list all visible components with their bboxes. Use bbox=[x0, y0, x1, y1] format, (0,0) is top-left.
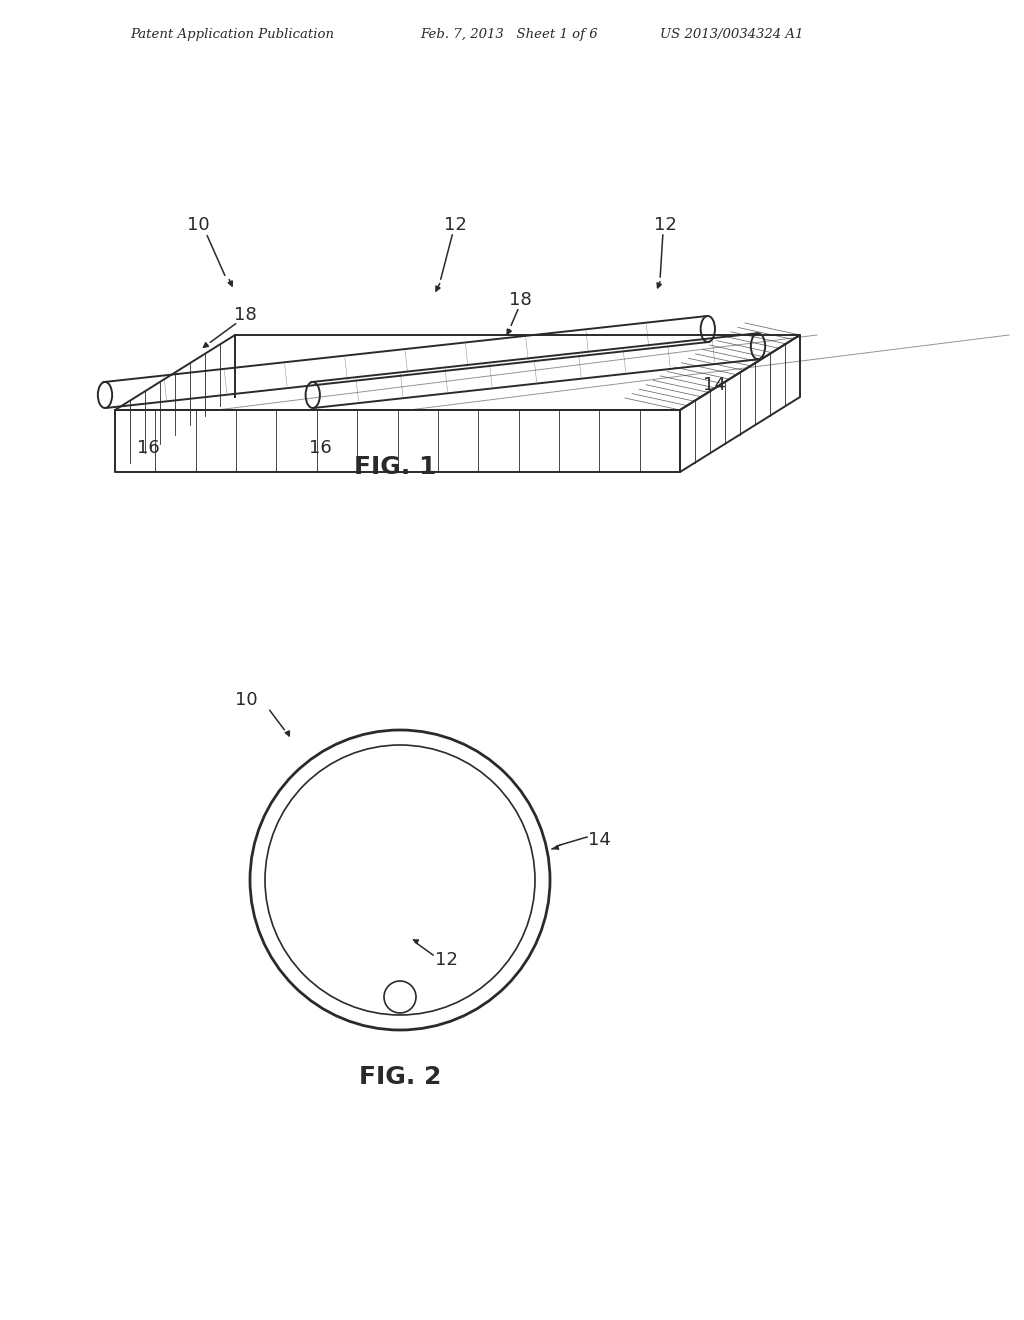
Text: FIG. 1: FIG. 1 bbox=[353, 455, 436, 479]
Text: 10: 10 bbox=[187, 216, 210, 234]
Text: 14: 14 bbox=[588, 832, 611, 849]
Text: 12: 12 bbox=[653, 216, 677, 234]
Text: 12: 12 bbox=[435, 950, 458, 969]
Text: 18: 18 bbox=[233, 306, 256, 323]
Text: 16: 16 bbox=[308, 440, 332, 457]
Text: Feb. 7, 2013   Sheet 1 of 6: Feb. 7, 2013 Sheet 1 of 6 bbox=[420, 28, 598, 41]
Text: 18: 18 bbox=[509, 290, 531, 309]
Text: US 2013/0034324 A1: US 2013/0034324 A1 bbox=[660, 28, 804, 41]
Text: 12: 12 bbox=[443, 216, 467, 234]
Text: FIG. 2: FIG. 2 bbox=[358, 1065, 441, 1089]
Text: Patent Application Publication: Patent Application Publication bbox=[130, 28, 334, 41]
Text: 10: 10 bbox=[236, 690, 258, 709]
Text: 14: 14 bbox=[703, 376, 726, 393]
Text: 16: 16 bbox=[136, 440, 160, 457]
